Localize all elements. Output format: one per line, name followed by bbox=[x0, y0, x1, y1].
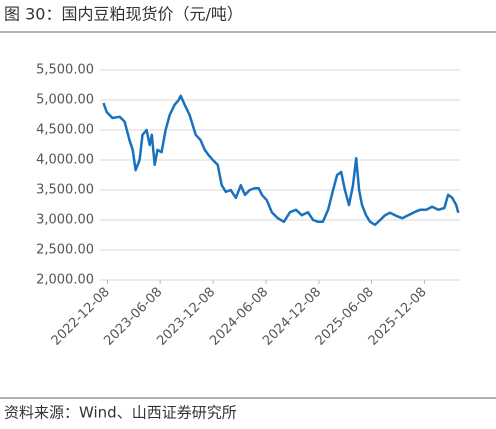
y-tick-label: 2,500.00 bbox=[36, 243, 94, 258]
chart-title: 图 30：国内豆粕现货价（元/吨） bbox=[4, 5, 243, 24]
y-tick-label: 2,000.00 bbox=[36, 273, 94, 288]
y-tick-label: 4,000.00 bbox=[36, 153, 94, 168]
y-tick-label: 5,500.00 bbox=[36, 63, 94, 78]
price-line bbox=[102, 94, 460, 227]
y-tick-label: 4,500.00 bbox=[36, 123, 94, 138]
source: 资料来源：Wind、山西证券研究所 bbox=[4, 404, 237, 422]
y-tick-label: 3,000.00 bbox=[36, 213, 94, 228]
y-tick-label: 3,500.00 bbox=[36, 183, 94, 198]
y-tick-label: 5,000.00 bbox=[36, 93, 94, 108]
